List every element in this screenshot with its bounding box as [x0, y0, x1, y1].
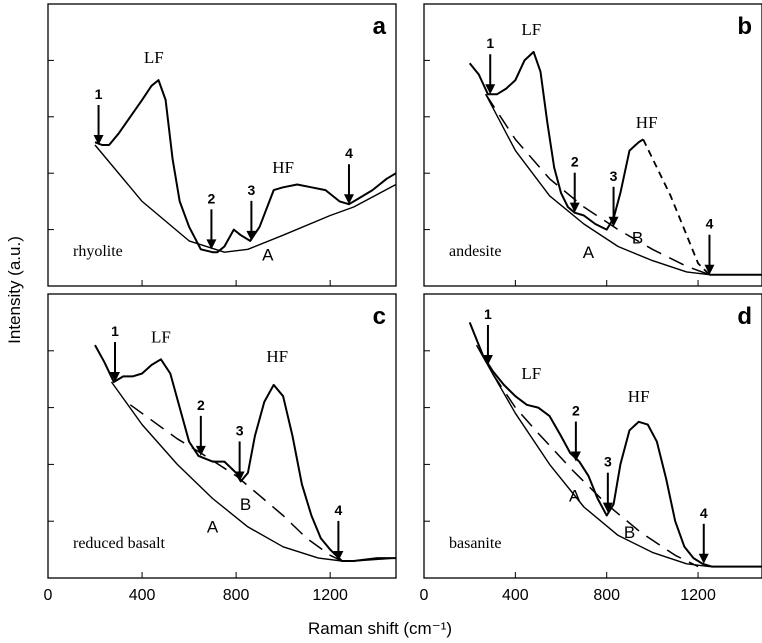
annotation-a: A: [262, 246, 274, 265]
x-tick-label: 0: [420, 587, 429, 604]
annotation-b: B: [240, 495, 251, 514]
annotation-a: A: [569, 486, 581, 505]
baseline-b-line: [485, 93, 710, 276]
annotation-lf: LF: [521, 20, 541, 39]
x-tick-label: 800: [223, 587, 250, 604]
marker-arrowhead-4: [704, 264, 715, 275]
x-tick-label: 400: [502, 587, 529, 604]
annotation-a: A: [583, 243, 595, 262]
marker-arrowhead-4: [333, 550, 344, 561]
marker-label-3: 3: [610, 168, 618, 184]
marker-label-4: 4: [700, 505, 708, 521]
panel-frame: [423, 293, 762, 579]
spectrum-line: [94, 344, 396, 562]
marker-label-1: 1: [111, 323, 119, 339]
marker-arrowhead-1: [482, 355, 493, 365]
panel-frame: [47, 3, 397, 287]
annotation-a: A: [207, 518, 219, 537]
baseline-a-line: [485, 93, 762, 276]
marker-label-2: 2: [572, 403, 580, 419]
interpolation-line: [642, 139, 711, 276]
marker-label-1: 1: [95, 86, 103, 102]
marker-arrowhead-2: [569, 202, 580, 213]
x-tick-label: 1200: [680, 587, 716, 604]
panel-letter: d: [737, 303, 752, 330]
marker-label-4: 4: [706, 216, 714, 232]
panel-d: 0 400 800 1200 1 2 3 4 LF HF A Bd basanite: [420, 293, 762, 604]
marker-label-3: 3: [236, 422, 244, 438]
marker-label-2: 2: [208, 190, 216, 206]
marker-arrowhead-2: [570, 451, 581, 462]
panel-frame: [423, 3, 762, 287]
marker-arrowhead-3: [602, 502, 613, 513]
annotation-lf: LF: [521, 364, 541, 383]
baseline-a-line: [110, 381, 397, 562]
annotation-b: B: [632, 229, 643, 248]
panel-letter: c: [373, 303, 386, 330]
marker-arrowhead-1: [110, 372, 121, 383]
annotation-lf: LF: [151, 327, 171, 346]
sample-label: andesite: [449, 243, 501, 260]
baseline-b-line: [491, 373, 699, 568]
marker-label-2: 2: [197, 397, 205, 413]
baseline-a-line: [94, 144, 397, 253]
marker-label-1: 1: [484, 306, 492, 322]
x-tick-label: 400: [129, 587, 156, 604]
x-tick-label: 0: [44, 587, 53, 604]
marker-arrowhead-4: [343, 194, 354, 205]
sample-label: rhyolite: [73, 243, 123, 260]
annotation-hf: HF: [628, 387, 650, 406]
marker-arrowhead-4: [698, 553, 709, 564]
x-tick-label: 1200: [312, 587, 348, 604]
marker-arrowhead-3: [246, 230, 257, 241]
marker-arrowhead-2: [195, 445, 206, 456]
marker-label-4: 4: [345, 145, 353, 161]
marker-arrowhead-3: [608, 216, 619, 227]
panel-b: 1 2 3 4 LF HF A Bb andesite: [423, 3, 762, 287]
marker-arrowhead-1: [93, 135, 104, 145]
marker-arrowhead-2: [206, 239, 217, 250]
spectrum-line: [468, 322, 762, 568]
panel-letter: a: [373, 13, 387, 40]
baseline-b-line: [129, 404, 343, 562]
annotation-hf: HF: [636, 113, 658, 132]
panel-letter: b: [737, 13, 752, 40]
marker-label-3: 3: [604, 454, 612, 470]
annotation-hf: HF: [272, 158, 294, 177]
sample-label: reduced basalt: [73, 535, 166, 552]
annotation-b: B: [624, 523, 635, 542]
x-tick-label: 800: [593, 587, 620, 604]
marker-label-3: 3: [247, 182, 255, 198]
marker-label-1: 1: [486, 35, 494, 51]
panel-frame: [47, 293, 397, 579]
marker-label-2: 2: [571, 154, 579, 170]
baseline-a-line: [475, 344, 762, 568]
spectrum-line: [468, 50, 644, 231]
annotation-lf: LF: [144, 48, 164, 67]
panel-a: 1 2 3 4 LF HF Aa rhyolite: [47, 3, 397, 287]
annotation-hf: HF: [266, 347, 288, 366]
x-axis-label: Raman shift (cm⁻¹): [308, 619, 452, 638]
marker-arrowhead-1: [485, 84, 496, 95]
y-axis-label: Intensity (a.u.): [5, 236, 24, 344]
marker-arrowhead-3: [234, 471, 245, 482]
spectrum-line: [94, 79, 397, 254]
panel-c: 0 400 800 1200 1 2 3 4 LF HF A Bc reduced basalt: [44, 293, 397, 604]
sample-label: basanite: [449, 535, 501, 552]
marker-label-4: 4: [334, 502, 342, 518]
